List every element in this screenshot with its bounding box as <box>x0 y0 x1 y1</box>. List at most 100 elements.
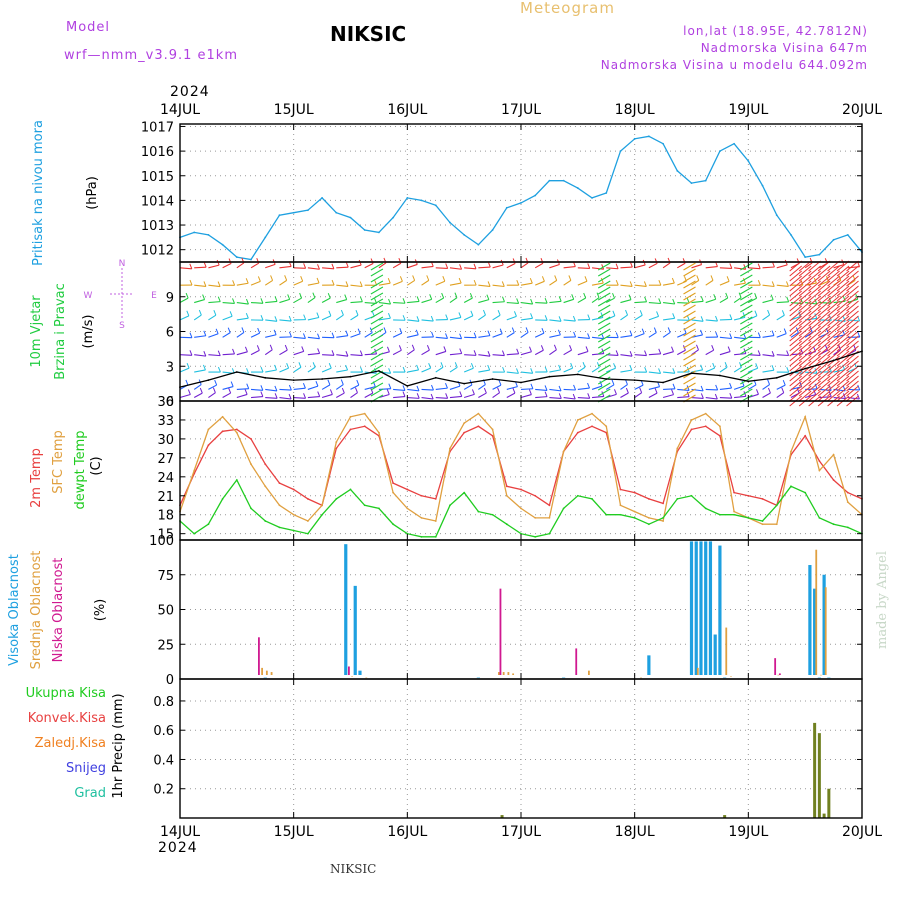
wind-barb <box>683 364 696 373</box>
wind-barb-flag <box>260 315 264 321</box>
wind-barb <box>683 346 696 355</box>
wind-barb <box>620 354 633 357</box>
wind-barb-flag <box>658 348 662 354</box>
wind-barb <box>798 385 812 397</box>
wind-barb <box>808 310 821 322</box>
wind-barb <box>798 275 812 287</box>
wind-barb <box>663 371 675 374</box>
wind-barb <box>293 297 302 304</box>
wind-barb-flag <box>245 278 249 284</box>
wind-barb <box>648 386 660 390</box>
wind-barb <box>407 279 415 286</box>
wind-barb-flag <box>386 346 390 352</box>
wind-barb <box>407 300 420 304</box>
y-tick-label: 18 <box>157 509 174 524</box>
wind-barb <box>463 297 473 304</box>
wind-barb <box>478 266 491 269</box>
wind-barb <box>597 376 611 385</box>
data-point <box>449 504 451 507</box>
wind-barb <box>677 301 690 304</box>
wind-barb <box>492 392 500 398</box>
wind-barb <box>827 360 840 372</box>
wind-barb <box>827 290 840 302</box>
wind-barb <box>520 394 532 399</box>
wind-barb <box>378 393 390 399</box>
wind-barb <box>836 300 850 312</box>
wind-barb <box>597 274 611 283</box>
wind-barb <box>591 395 604 399</box>
wind-barb <box>350 314 359 321</box>
year-top: 2024 <box>170 84 210 100</box>
wind-barb-flag <box>554 275 558 281</box>
wind-barb-flag <box>700 316 704 322</box>
data-point <box>363 412 366 415</box>
wind-barb-flag <box>727 346 731 352</box>
wind-barb <box>350 264 362 269</box>
wind-barb-flag <box>672 313 676 319</box>
wind-barb <box>789 270 803 282</box>
wind-barb <box>449 316 462 321</box>
wind-barb <box>597 352 611 361</box>
wind-barb <box>648 353 661 356</box>
bar <box>647 655 651 675</box>
bar <box>258 637 260 675</box>
wind-barb <box>421 298 432 304</box>
wind-barb <box>549 263 560 269</box>
wind-barb <box>606 315 616 321</box>
wind-barb <box>606 393 617 399</box>
data-point <box>321 513 323 516</box>
wind-barb <box>846 375 859 387</box>
credit-watermark: made by Angel <box>875 551 890 649</box>
wind-barb <box>634 284 647 288</box>
wind-barb <box>370 388 384 397</box>
data-point <box>250 438 252 440</box>
wind-barb <box>321 384 331 390</box>
wind-barb-flag <box>828 366 832 373</box>
wind-barb <box>683 328 696 337</box>
wind-barb <box>222 353 235 356</box>
wind-barb-flag <box>512 387 516 394</box>
wind-barb <box>836 385 850 397</box>
wind-barb-flag <box>582 362 586 368</box>
wind-barb-flag <box>570 362 574 369</box>
wind-barb-flag <box>643 281 647 287</box>
data-point <box>349 375 352 378</box>
y-tick-label: 0.4 <box>153 753 174 768</box>
wind-barb <box>370 346 384 355</box>
wind-barb <box>846 265 859 277</box>
wind-barb-flag <box>487 281 491 287</box>
wind-barb <box>236 317 249 321</box>
wind-barb <box>478 354 491 357</box>
wind-barb-flag <box>584 276 588 282</box>
wind-barb-flag <box>442 276 446 282</box>
wind-barb <box>691 279 700 286</box>
wind-barb <box>691 396 704 399</box>
data-point <box>449 447 451 450</box>
compass-letter: E <box>151 291 157 301</box>
data-point <box>193 231 196 234</box>
wind-barb-flag <box>587 263 591 269</box>
wind-barb <box>520 301 533 305</box>
wind-barb <box>789 355 803 367</box>
wind-barb <box>492 301 505 304</box>
wind-barb-flag <box>359 350 363 356</box>
bar <box>778 673 781 675</box>
bar <box>725 627 728 675</box>
wind-barb-flag <box>714 393 718 400</box>
wind-barb-flag <box>487 330 491 336</box>
wind-barb-flag <box>516 348 520 355</box>
wind-barb <box>683 280 696 289</box>
wind-barb <box>350 392 358 398</box>
wind-barb <box>798 345 812 357</box>
wind-barb-flag <box>544 298 548 304</box>
wind-barb <box>194 299 205 304</box>
wind-barb <box>762 384 770 390</box>
x-tick-label: 18JUL <box>615 824 655 840</box>
wind-barb <box>683 382 696 391</box>
wind-barb <box>563 396 576 400</box>
data-point <box>562 507 565 510</box>
wind-barb-flag <box>228 258 232 264</box>
wind-barb <box>364 263 374 269</box>
wind-barb <box>492 314 501 321</box>
wind-barb <box>827 275 840 287</box>
